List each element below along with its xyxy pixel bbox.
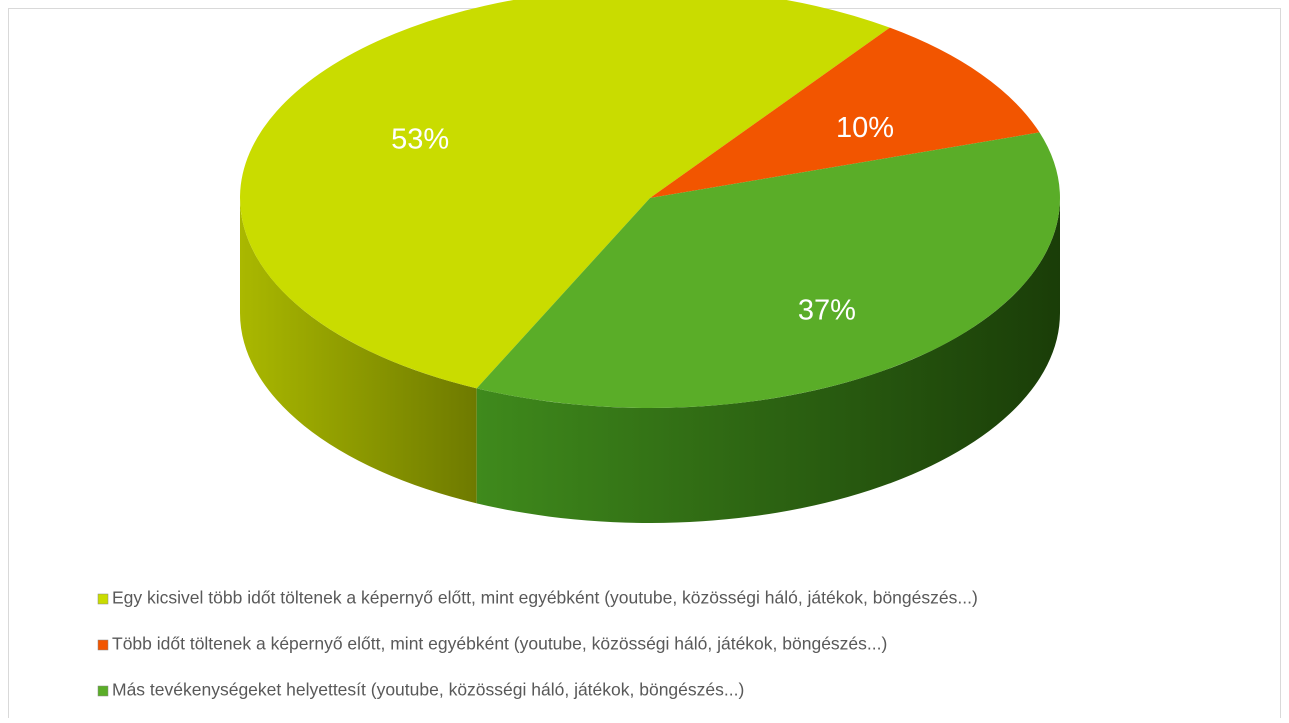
legend-swatch (97, 639, 109, 651)
slice-side (476, 198, 1060, 523)
legend-swatch (97, 593, 109, 605)
slice (650, 27, 1040, 198)
data-label: 37% (798, 295, 856, 327)
data-label: 10% (836, 112, 894, 144)
slice (476, 132, 1060, 409)
legend-label: Több időt töltenek a képernyő előtt, min… (112, 634, 887, 654)
data-label: 53% (391, 124, 449, 156)
legend-label: Egy kicsivel több időt töltenek a képern… (112, 588, 978, 608)
slice (240, 0, 890, 389)
slice-side (239, 198, 477, 504)
legend-swatch (97, 685, 109, 697)
legend-label: Más tevékenységeket helyettesít (youtube… (112, 680, 744, 700)
